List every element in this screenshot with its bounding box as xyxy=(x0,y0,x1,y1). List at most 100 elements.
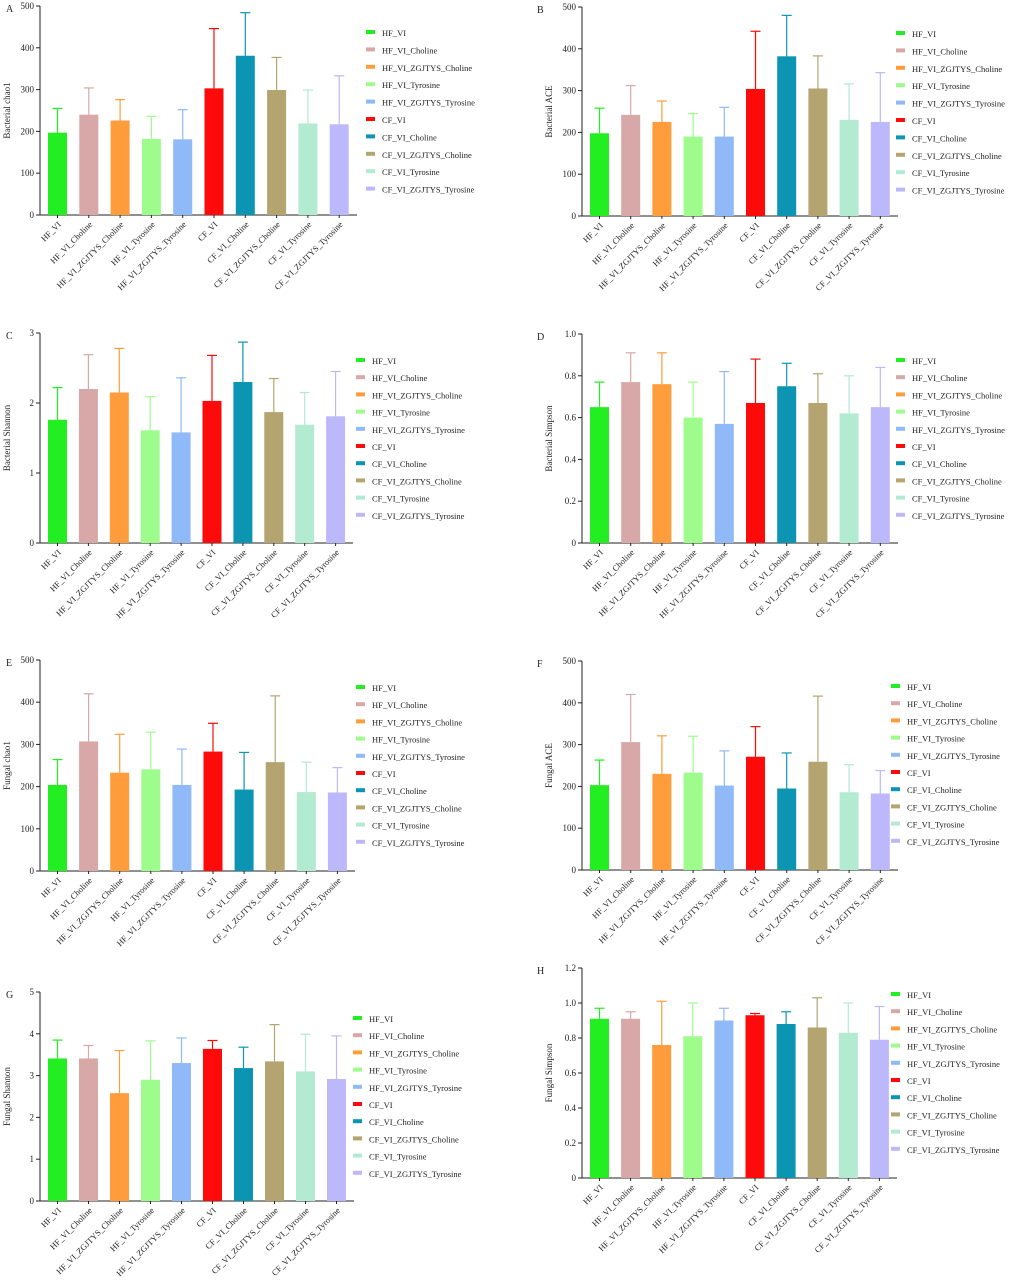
bar xyxy=(714,423,734,543)
legend-swatch xyxy=(356,839,365,844)
legend-swatch xyxy=(891,1009,900,1014)
bar xyxy=(621,742,641,870)
panel-f: F 0 100 200 300 400 500 Fungal ACE HF_VI HF_VI_Ch… xyxy=(537,656,1000,947)
bar xyxy=(776,1024,796,1178)
bar xyxy=(141,769,161,871)
y-tick-label: 0 xyxy=(30,538,35,548)
legend-entry: HF_VI_ZGJTYS_Tyrosine xyxy=(907,1059,1000,1069)
bar xyxy=(683,417,703,543)
x-tick-label: HF_VI xyxy=(39,1205,63,1229)
y-tick-label: 400 xyxy=(21,43,35,53)
bar xyxy=(79,741,99,871)
bar xyxy=(714,136,734,216)
legend-swatch xyxy=(353,1136,362,1141)
y-tick-label: 200 xyxy=(21,782,35,792)
legend-swatch xyxy=(353,1153,362,1158)
y-tick-label: 0.8 xyxy=(565,371,577,381)
legend-entry: HF_VI_Choline xyxy=(907,699,962,709)
y-axis-label: Fungal Shannon xyxy=(2,1067,12,1126)
y-axis-label: Bacterial ACE xyxy=(544,85,554,138)
legend-entry: HF_VI_ZGJTYS_Choline xyxy=(907,1024,997,1034)
legend-entry: CF_VI_ZGJTYS_Tyrosine xyxy=(369,1169,462,1179)
legend-entry: CF_VI_Tyrosine xyxy=(372,494,430,504)
x-tick-label: CF_VI xyxy=(737,1182,761,1206)
legend-entry: HF_VI_ZGJTYS_Tyrosine xyxy=(912,425,1005,435)
legend-entry: CF_VI_ZGJTYS_Choline xyxy=(372,476,462,486)
legend-entry: CF_VI_ZGJTYS_Tyrosine xyxy=(912,511,1005,521)
bar xyxy=(265,762,285,871)
legend-swatch xyxy=(891,770,900,774)
panel-label: B xyxy=(537,5,544,16)
legend-swatch xyxy=(896,48,905,53)
legend-swatch xyxy=(356,805,365,810)
y-axis-label: Bacterial chao1 xyxy=(2,82,12,138)
legend-entry: CF_VI_Tyrosine xyxy=(907,820,965,830)
y-tick-label: 2 xyxy=(30,1112,35,1122)
legend-swatch xyxy=(356,685,365,689)
bar xyxy=(777,386,797,543)
legend-entry: HF_VI_Choline xyxy=(907,1007,962,1017)
legend-swatch xyxy=(356,426,365,431)
legend-swatch xyxy=(366,186,375,191)
bar xyxy=(109,392,129,543)
legend-swatch xyxy=(356,771,365,775)
legend-swatch xyxy=(356,409,365,414)
legend-entry: HF_VI xyxy=(369,1014,393,1024)
x-tick-label: HF_VI xyxy=(581,874,605,898)
y-tick-label: 500 xyxy=(563,2,577,12)
legend-entry: HF_VI_Tyrosine xyxy=(912,408,970,418)
bar xyxy=(295,424,315,543)
legend-swatch xyxy=(896,512,905,517)
legend-swatch xyxy=(896,392,905,397)
y-tick-label: 0 xyxy=(572,1173,577,1183)
legend-entry: CF_VI xyxy=(907,768,931,778)
panel-g: G 0 1 2 3 4 5 Fungal Shannon HF_VI HF_VI_Choline H… xyxy=(2,987,462,1278)
legend-entry: HF_VI xyxy=(907,682,931,692)
legend-swatch xyxy=(366,169,375,174)
legend-swatch xyxy=(356,461,365,466)
legend-entry: CF_VI_ZGJTYS_Choline xyxy=(907,802,997,812)
bar xyxy=(808,88,828,216)
x-tick-label: HF_VI xyxy=(39,875,63,899)
legend-entry: HF_VI xyxy=(907,990,931,1000)
bar xyxy=(79,114,99,215)
bar xyxy=(298,123,318,215)
legend-entry: HF_VI_ZGJTYS_Choline xyxy=(382,63,472,73)
bar xyxy=(746,88,765,216)
legend-entry: HF_VI_ZGJTYS_Tyrosine xyxy=(907,751,1000,761)
legend-swatch xyxy=(366,64,375,69)
legend-entry: CF_VI_ZGJTYS_Choline xyxy=(907,1110,997,1120)
legend-swatch xyxy=(356,444,365,448)
bar xyxy=(202,400,222,543)
bar xyxy=(590,407,609,543)
legend-swatch xyxy=(891,718,900,723)
bar xyxy=(141,1079,160,1201)
legend-swatch xyxy=(896,118,905,122)
y-axis-label: Bacterial Shannon xyxy=(2,404,12,471)
bar xyxy=(264,412,284,543)
legend-entry: HF_VI_ZGJTYS_Choline xyxy=(369,1048,459,1058)
legend-entry: HF_VI_Tyrosine xyxy=(372,408,430,418)
y-axis-label: Fungal Simpson xyxy=(544,1043,554,1102)
bar xyxy=(326,416,346,543)
legend-entry: HF_VI xyxy=(382,28,406,38)
bar xyxy=(329,124,349,215)
bar xyxy=(172,1063,191,1201)
panel-b: B 0 100 200 300 400 500 Bacterial ACE HF_VI HF_VI… xyxy=(537,2,1005,293)
y-tick-label: 500 xyxy=(563,656,577,666)
legend-swatch xyxy=(891,1043,900,1048)
legend-swatch xyxy=(891,992,900,996)
x-tick-label: HF_VI xyxy=(39,219,63,243)
y-tick-label: 100 xyxy=(563,823,577,833)
y-tick-label: 1.0 xyxy=(565,998,577,1008)
legend-swatch xyxy=(896,409,905,414)
legend-entry: CF_VI_Choline xyxy=(382,132,437,142)
x-tick-label: HF_VI xyxy=(581,220,605,244)
legend-swatch xyxy=(366,30,375,34)
bar xyxy=(296,792,316,871)
y-tick-label: 500 xyxy=(21,655,35,665)
bar xyxy=(683,136,703,216)
bar xyxy=(777,56,797,216)
y-tick-label: 0 xyxy=(572,865,577,875)
bar xyxy=(203,751,223,871)
